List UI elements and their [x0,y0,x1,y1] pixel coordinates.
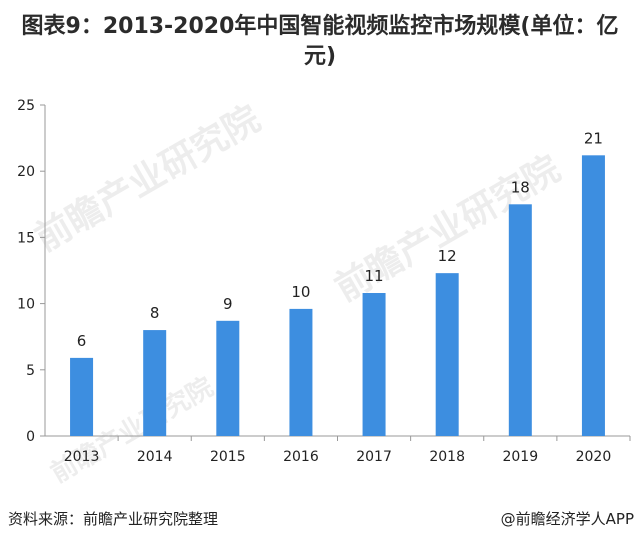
bar-2019 [508,204,532,436]
bar-chart: 0 5 10 15 20 25 6 2013 8 2014 9 2015 10 2016 11 2017 12 2… [17,98,631,465]
data-label-2017: 11 [365,267,384,285]
bar-2015 [216,320,240,436]
y-tick-label-5: 25 [17,98,35,114]
data-label-2014: 8 [150,304,160,322]
data-label-2020: 21 [584,129,603,147]
data-label-2013: 6 [77,332,87,350]
bar-2014 [143,330,167,436]
x-tick-label-2013: 2013 [64,449,100,465]
y-tick-label-3: 15 [17,230,35,246]
x-tick-label-2018: 2018 [429,449,465,465]
data-label-2015: 9 [223,295,233,313]
data-label-2019: 18 [511,178,530,196]
y-tick-label-1: 5 [26,363,35,379]
y-tick-label-4: 20 [17,164,35,180]
bar-2017 [362,293,386,436]
data-label-2016: 10 [291,283,310,301]
x-tick-label-2019: 2019 [502,449,538,465]
bar-2020 [581,155,605,436]
bar-2018 [435,273,459,436]
chart-title-line2: 元) [303,44,337,69]
chart-title: 图表9：2013-2020年中国智能视频监控市场规模(单位：亿 元) [0,12,640,72]
source-note: 资料来源：前瞻产业研究院整理 [8,510,219,528]
bar-2016 [289,308,313,436]
x-tick-label-2017: 2017 [356,449,392,465]
data-label-2018: 12 [438,247,457,265]
x-tick-label-2020: 2020 [576,449,612,465]
bar-2013 [70,357,94,436]
brand-credit: @前瞻经济学人APP [500,510,634,528]
x-tick-label-2015: 2015 [210,449,246,465]
y-tick-label-0: 0 [26,429,35,445]
y-tick-label-2: 10 [17,297,35,313]
chart-title-line1: 图表9：2013-2020年中国智能视频监控市场规模(单位：亿 [21,14,619,39]
x-tick-label-2014: 2014 [137,449,173,465]
footer [0,498,640,541]
x-tick-label-2016: 2016 [283,449,319,465]
